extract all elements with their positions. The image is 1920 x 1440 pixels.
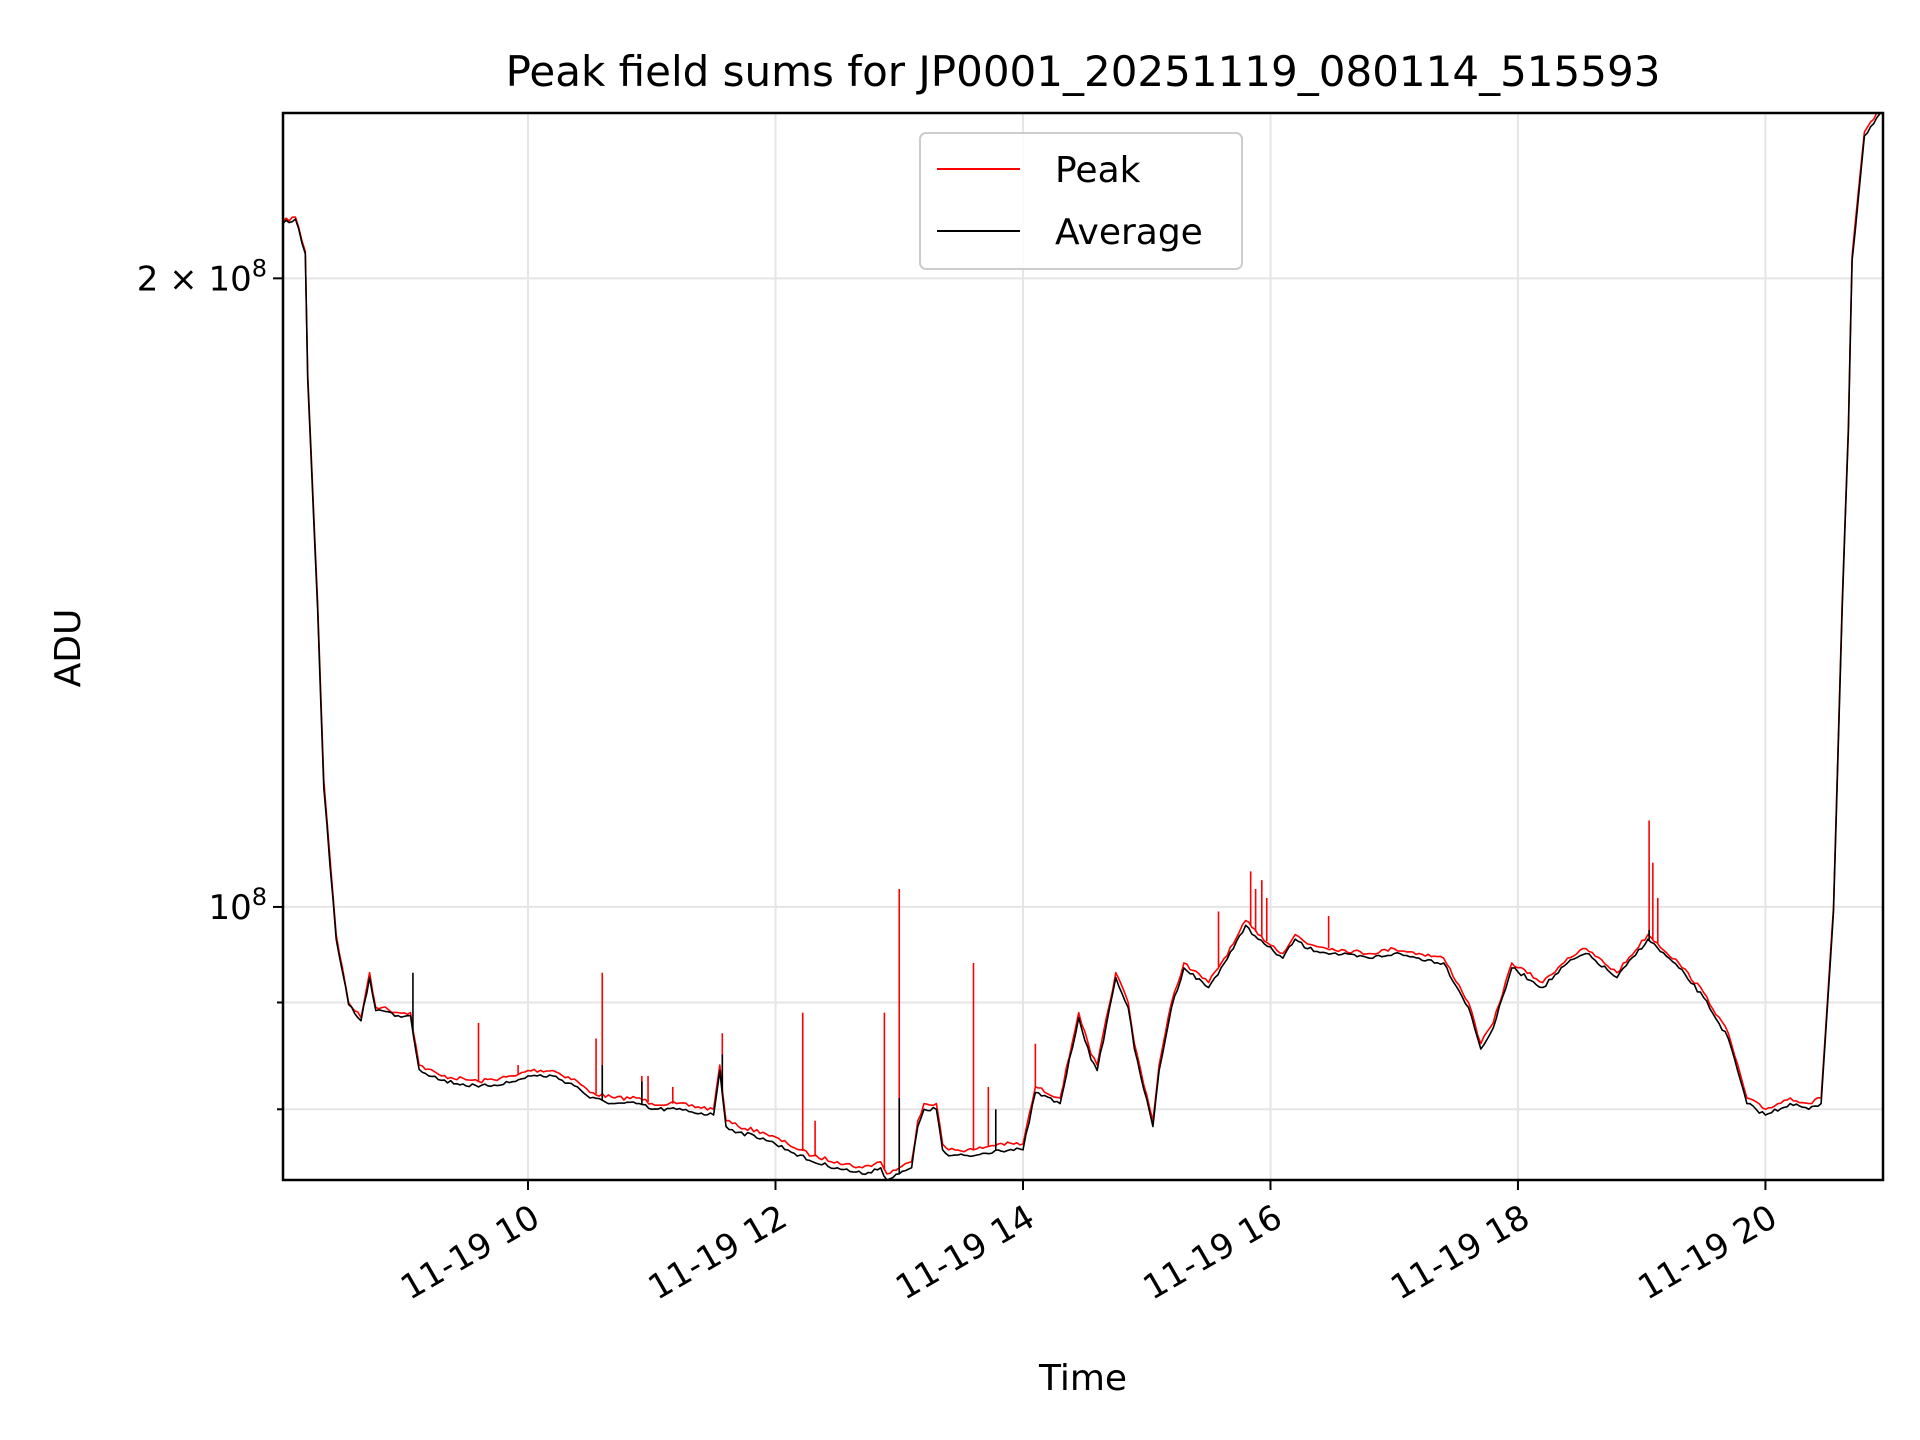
legend-box (919, 132, 1243, 270)
grid (283, 113, 1883, 1180)
series-peak (283, 113, 1878, 1175)
series-line-peak (283, 113, 1878, 1175)
legend: Peak Average (919, 132, 1243, 270)
series-average (283, 113, 1882, 1180)
legend-peak-label: Peak (1055, 150, 1141, 191)
y-tick-label: 2 × 108 (137, 254, 267, 299)
legend-average-label: Average (1055, 212, 1203, 253)
series-layer (283, 113, 1882, 1180)
x-axis-label: Time (1038, 1358, 1127, 1399)
series-line-average (283, 113, 1882, 1180)
chart-title: Peak field sums for JP0001_20251119_0801… (506, 47, 1661, 96)
plot-frame (281, 111, 1885, 1182)
y-axis-label: ADU (48, 609, 89, 688)
y-tick-label: 108 (208, 883, 267, 928)
